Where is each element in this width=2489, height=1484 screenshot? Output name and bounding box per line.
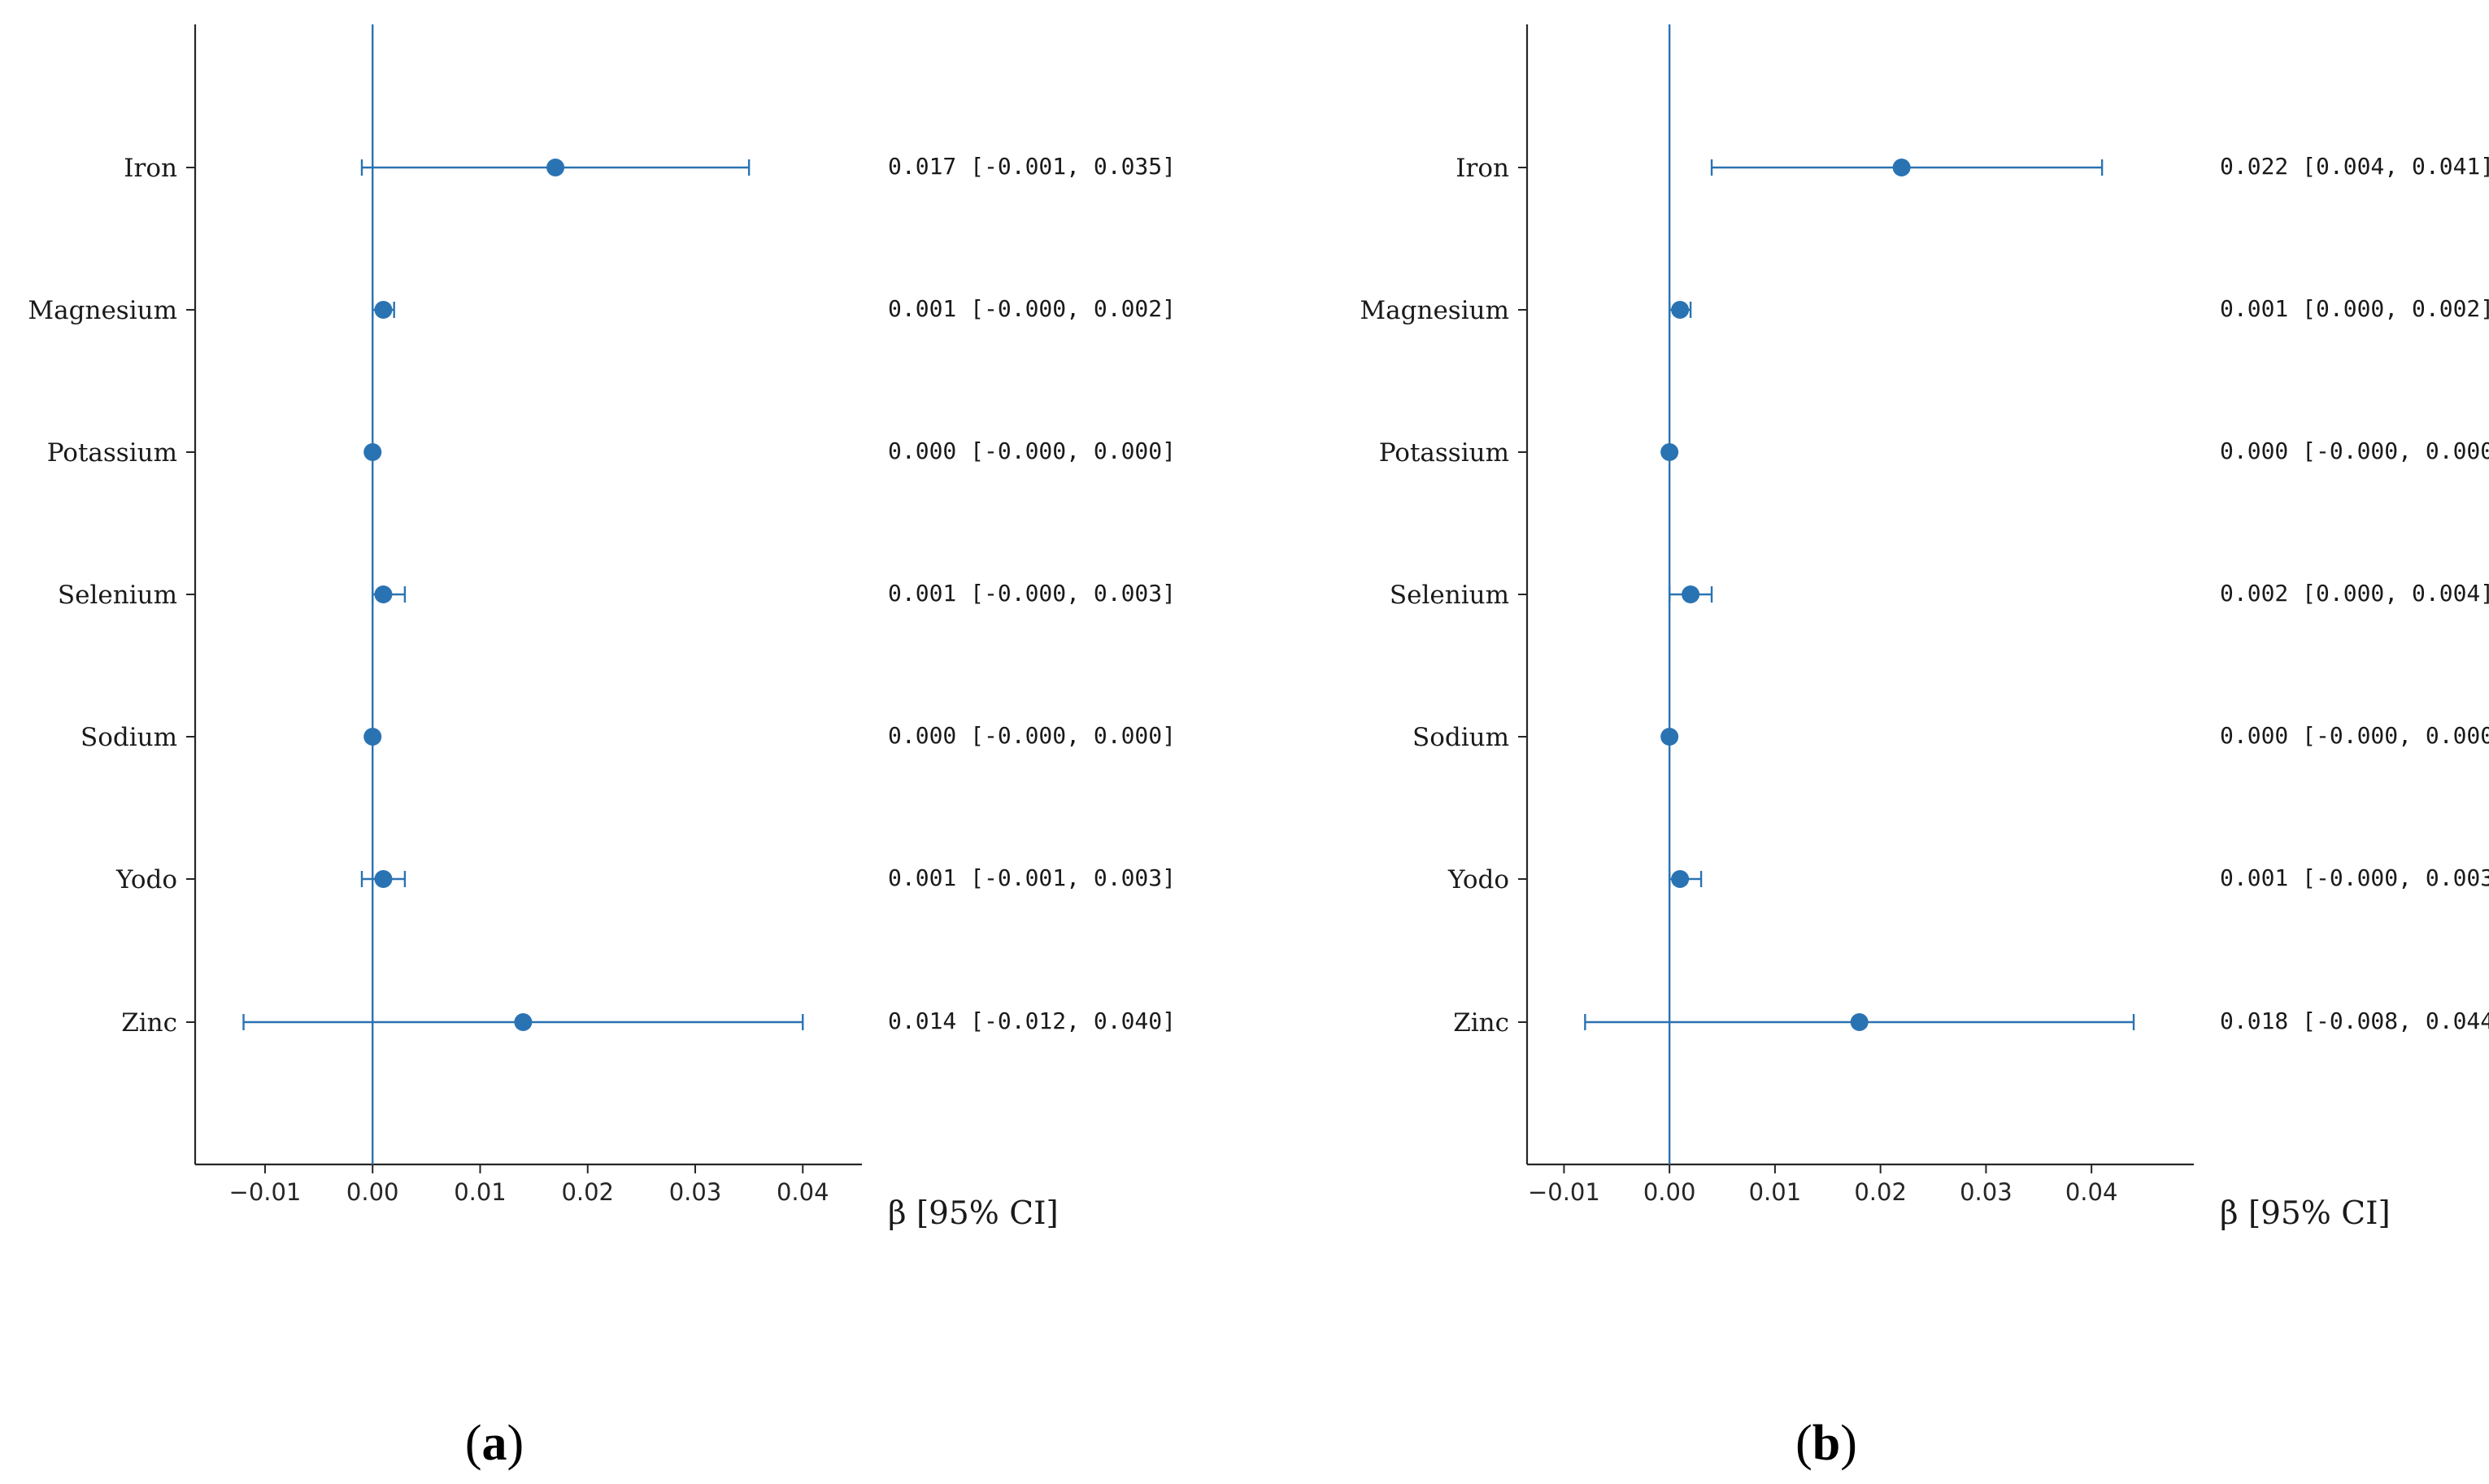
panel-b-category-label: Sodium — [1412, 723, 1509, 752]
panel-b-ci-annotation: 0.001 [0.000, 0.002] — [2220, 295, 2489, 322]
panel-a-ci-annotation: 0.000 [-0.000, 0.000] — [888, 437, 1176, 464]
panel-b-point-estimate — [1671, 301, 1690, 319]
panel-a-label: (a) — [465, 1416, 524, 1471]
panel-a-x-tick-label: −0.01 — [229, 1178, 302, 1206]
panel-b-x-tick-label: 0.03 — [1960, 1178, 2013, 1206]
panel-b-x-axis-title: β [95% CI] — [2220, 1195, 2391, 1232]
panel-a-point-estimate — [374, 585, 393, 603]
panel-b-category-label: Iron — [1456, 154, 1509, 183]
panel-b-x-tick-label: 0.02 — [1854, 1178, 1907, 1206]
panel-a-ci-annotation: 0.001 [-0.000, 0.003] — [888, 580, 1176, 607]
panel-b-point-estimate — [1660, 728, 1679, 746]
panel-a-x-tick-label: 0.04 — [777, 1178, 829, 1206]
panel-a-ci-annotation: 0.001 [-0.001, 0.003] — [888, 864, 1176, 891]
panel-a-point-estimate — [363, 443, 382, 461]
panel-a-category-label: Potassium — [47, 438, 177, 468]
panel-b-x-tick-label: −0.01 — [1528, 1178, 1600, 1206]
panel-a-point-estimate — [374, 301, 393, 319]
panel-a-ci-annotation: 0.017 [-0.001, 0.035] — [888, 153, 1176, 180]
panel-a-point-estimate — [546, 159, 565, 176]
panel-b-category-label: Magnesium — [1360, 296, 1509, 325]
panel-b-point-estimate — [1892, 159, 1911, 176]
panel-a-category-label: Selenium — [58, 581, 177, 610]
panel-a-ci-annotation: 0.014 [-0.012, 0.040] — [888, 1007, 1176, 1034]
panel-a-x-tick-label: 0.02 — [561, 1178, 614, 1206]
panel-b-ci-annotation: 0.018 [-0.008, 0.044] — [2220, 1007, 2489, 1034]
panel-a-ci-annotation: 0.001 [-0.000, 0.002] — [888, 295, 1176, 322]
panel-b-category-label: Yodo — [1447, 865, 1509, 894]
panel-a-point-estimate — [374, 870, 393, 888]
panel-a-x-axis-title: β [95% CI] — [888, 1195, 1059, 1232]
panel-b-ci-annotation: 0.001 [-0.000, 0.003] — [2220, 864, 2489, 891]
panel-b-x-tick-label: 0.00 — [1643, 1178, 1696, 1206]
panel-a-ci-annotation: 0.000 [-0.000, 0.000] — [888, 722, 1176, 749]
panel-a-category-label: Sodium — [81, 723, 177, 752]
panel-b-label: (b) — [1795, 1416, 1857, 1471]
panel-a-x-tick-label: 0.01 — [454, 1178, 507, 1206]
panel-b-category-label: Zinc — [1453, 1008, 1509, 1038]
panel-b-point-estimate — [1682, 585, 1700, 603]
panel-b-category-label: Selenium — [1390, 581, 1509, 610]
panel-b-x-tick-label: 0.01 — [1749, 1178, 1802, 1206]
panel-a-x-tick-label: 0.00 — [346, 1178, 399, 1206]
panel-b-point-estimate — [1850, 1013, 1869, 1031]
panel-b-ci-annotation: 0.000 [-0.000, 0.000] — [2220, 722, 2489, 749]
panel-a-category-label: Magnesium — [28, 296, 177, 325]
panel-a-category-label: Zinc — [121, 1008, 177, 1038]
panel-b-point-estimate — [1671, 870, 1690, 888]
panel-a-point-estimate — [363, 728, 382, 746]
panel-b-ci-annotation: 0.002 [0.000, 0.004] — [2220, 580, 2489, 607]
panel-a-x-tick-label: 0.03 — [669, 1178, 722, 1206]
panel-b-ci-annotation: 0.022 [0.004, 0.041] — [2220, 153, 2489, 180]
panel-a-category-label: Iron — [124, 154, 177, 183]
panel-b-category-label: Potassium — [1379, 438, 1509, 468]
panel-b-ci-annotation: 0.000 [-0.000, 0.000] — [2220, 437, 2489, 464]
panel-a-category-label: Yodo — [115, 865, 177, 894]
panel-a-point-estimate — [514, 1013, 533, 1031]
panel-b-point-estimate — [1660, 443, 1679, 461]
panel-b-x-tick-label: 0.04 — [2065, 1178, 2118, 1206]
